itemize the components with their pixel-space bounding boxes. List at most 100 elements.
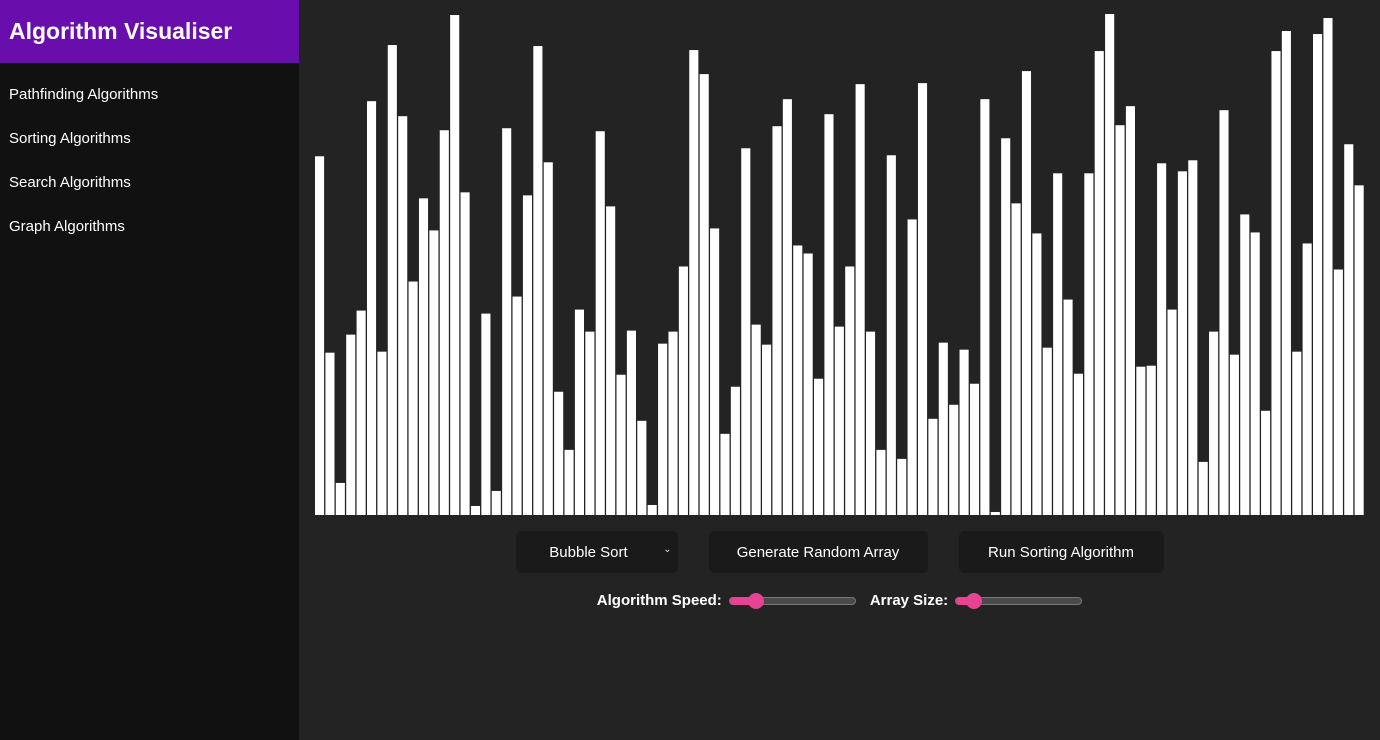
chevron-down-icon: ⌄ [663,544,672,555]
array-bar [969,383,980,515]
array-bar [710,228,720,515]
array-bar [346,334,356,515]
array-bar [398,116,408,515]
array-bar [886,155,896,515]
array-bars [315,10,1365,515]
array-bar [949,404,959,515]
array-bar [1229,354,1239,515]
array-bar [938,342,948,515]
array-bar [793,245,803,515]
array-bar [741,148,751,515]
array-bar [772,126,782,515]
array-bar [595,131,605,515]
array-bar [418,198,429,515]
speed-slider-thumb[interactable] [748,592,765,609]
algorithm-select-value: Bubble Sort [549,543,628,561]
generate-array-button[interactable]: Generate Random Array [708,531,928,573]
array-bar [782,99,792,515]
array-bar [751,324,761,515]
speed-slider[interactable] [728,592,856,609]
array-bar [502,128,512,515]
array-bar [1344,144,1354,515]
array-bar [980,99,990,515]
array-bar [917,83,928,515]
array-bar [824,114,834,515]
array-bar [491,490,501,515]
array-bar [658,343,668,515]
array-bar [366,101,377,515]
array-bar [1011,203,1021,515]
algorithm-select[interactable]: Bubble Sort ⌄ [515,531,678,573]
array-bar [564,449,574,515]
array-bar [1157,163,1167,515]
size-slider-thumb[interactable] [965,592,982,609]
array-bar [814,378,824,515]
array-bar [1125,106,1135,515]
array-bar [678,266,688,515]
array-bar [1063,299,1073,515]
array-bar [1240,214,1250,515]
array-bar [408,281,418,515]
speed-slider-fill [729,596,757,605]
array-bar [585,331,595,515]
array-bar [876,449,886,515]
array-bar [637,420,647,515]
array-bar [730,386,740,515]
array-bar [1250,232,1260,515]
array-bar [1053,173,1063,515]
size-label: Array Size: [869,592,949,609]
array-bar [387,45,397,515]
array-bar [1136,366,1146,515]
speed-slider-group: Algorithm Speed: [597,592,856,609]
array-bar [356,310,366,515]
array-bar [554,391,564,515]
array-bar [481,313,491,515]
sidebar: Algorithm Visualiser Pathfinding Algorit… [0,0,299,740]
array-bar [439,130,449,515]
array-bar [1354,185,1364,515]
array-bar [1146,365,1156,515]
array-bar [522,195,533,515]
size-slider[interactable] [955,592,1083,609]
app-header: Algorithm Visualiser [0,0,299,63]
array-bar [1271,51,1281,515]
array-bar [865,331,876,515]
array-bar [1167,309,1177,515]
array-bar [1302,243,1312,515]
array-bar [845,266,855,515]
array-bar [897,458,907,515]
array-bar [990,511,1000,515]
array-bar [574,309,584,515]
array-bar [907,219,917,515]
array-bar [626,330,636,515]
array-bar [1115,125,1125,515]
sidebar-nav: Pathfinding Algorithms Sorting Algorithm… [0,63,299,248]
array-bar [647,504,657,515]
array-bar [460,192,470,515]
array-bar [315,156,325,515]
sidebar-item-pathfinding[interactable]: Pathfinding Algorithms [9,85,159,103]
array-bar [1281,31,1291,515]
array-bar [762,344,772,515]
array-bar [1032,233,1042,515]
array-bar [1198,461,1208,515]
size-slider-group: Array Size: [869,592,1083,609]
array-bar [834,326,844,515]
sidebar-item-search[interactable]: Search Algorithms [9,173,131,191]
array-bar [1001,138,1011,515]
array-bar [512,296,522,515]
run-algorithm-button[interactable]: Run Sorting Algorithm [958,531,1164,573]
array-bar [543,162,553,515]
controls-row: Bubble Sort ⌄ Generate Random Array Run … [299,531,1380,573]
array-bar [533,46,543,515]
main-panel: Bubble Sort ⌄ Generate Random Array Run … [299,0,1380,740]
array-bar [1177,171,1187,515]
array-bar [1209,331,1219,515]
sidebar-item-sorting[interactable]: Sorting Algorithms [9,129,131,147]
array-bar [699,74,709,515]
array-bar [1105,14,1115,515]
sidebar-item-graph[interactable]: Graph Algorithms [9,217,125,235]
array-bar [1261,410,1271,515]
array-bar [1219,110,1229,515]
array-bar [616,374,626,515]
